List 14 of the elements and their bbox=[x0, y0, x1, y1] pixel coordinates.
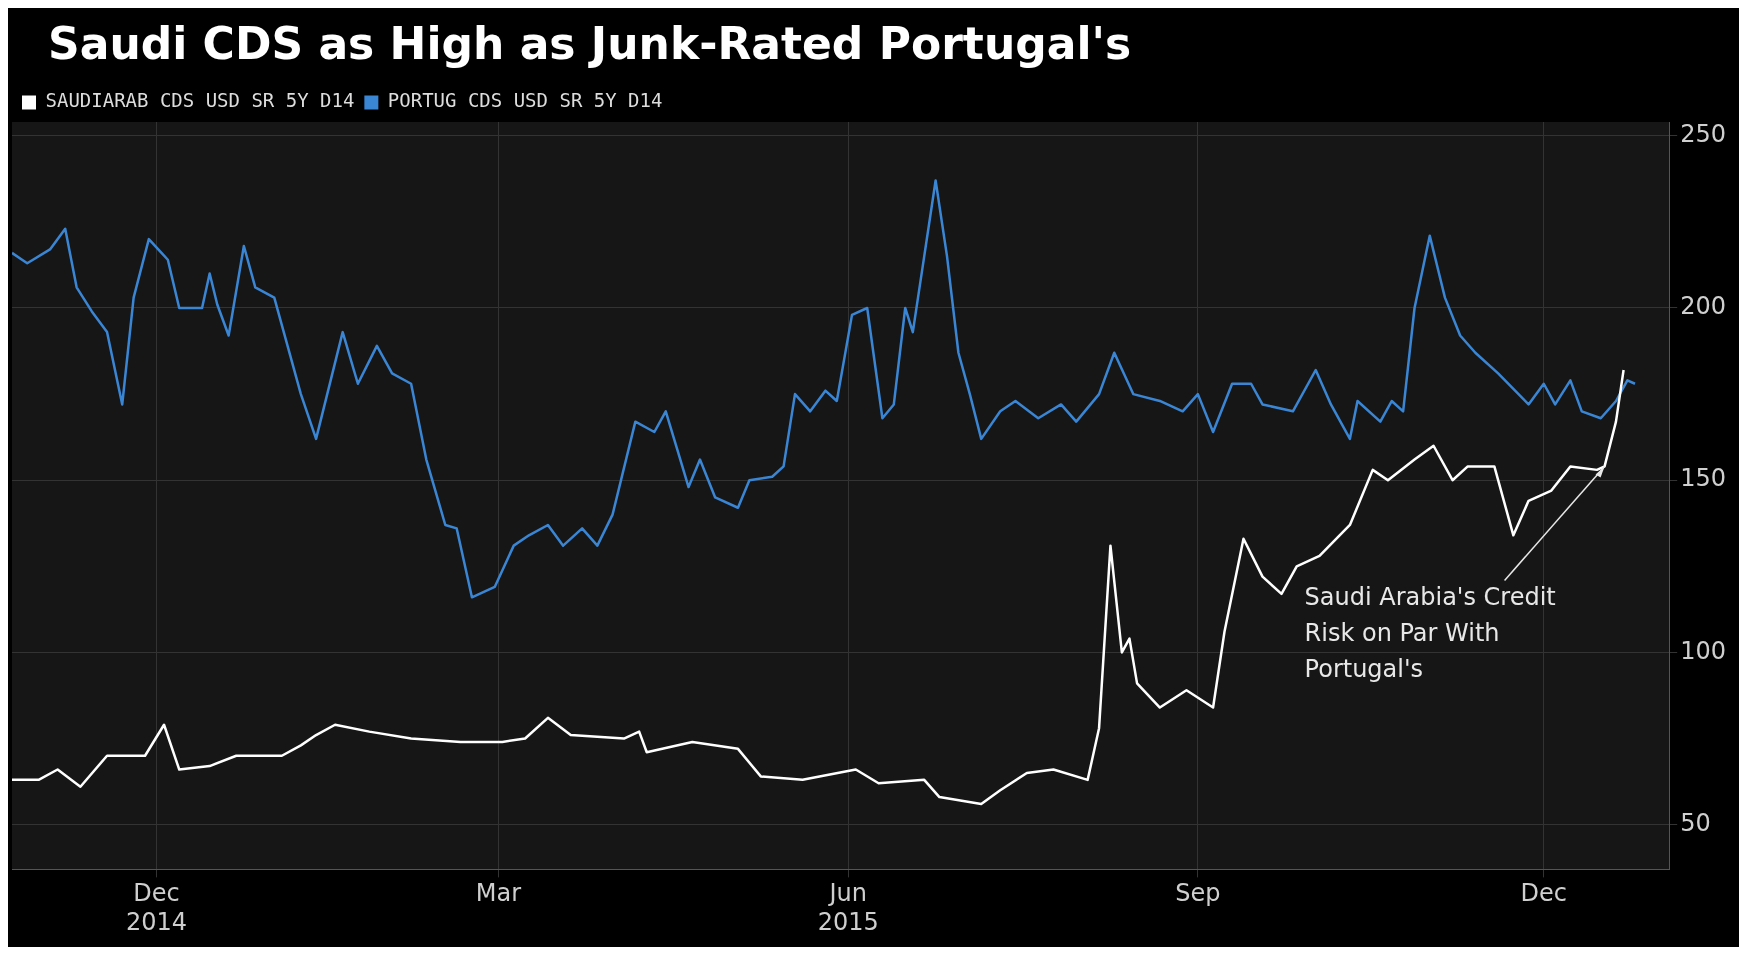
y-tick-label: 100 bbox=[1680, 636, 1726, 665]
chart-title: Saudi CDS as High as Junk-Rated Portugal's bbox=[47, 17, 1133, 71]
x-tick-label: Jun 2015 bbox=[817, 879, 879, 936]
x-tick-label: Sep bbox=[1175, 879, 1221, 908]
legend-label: SAUDIARAB CDS USD SR 5Y D14 bbox=[45, 89, 355, 112]
y-tick-label: 250 bbox=[1680, 120, 1726, 149]
y-tick-label: 50 bbox=[1680, 808, 1711, 837]
annotation: Saudi Arabia's Credit Risk on Par With Portugal's bbox=[1304, 582, 1556, 683]
y-tick-label: 150 bbox=[1680, 464, 1726, 493]
x-tick-label: Dec 2014 bbox=[125, 879, 187, 936]
legend-label: PORTUG CDS USD SR 5Y D14 bbox=[387, 89, 663, 112]
y-tick-label: 200 bbox=[1680, 292, 1726, 321]
x-tick-label: Mar bbox=[475, 879, 522, 908]
x-tick-label: Dec bbox=[1520, 879, 1567, 908]
